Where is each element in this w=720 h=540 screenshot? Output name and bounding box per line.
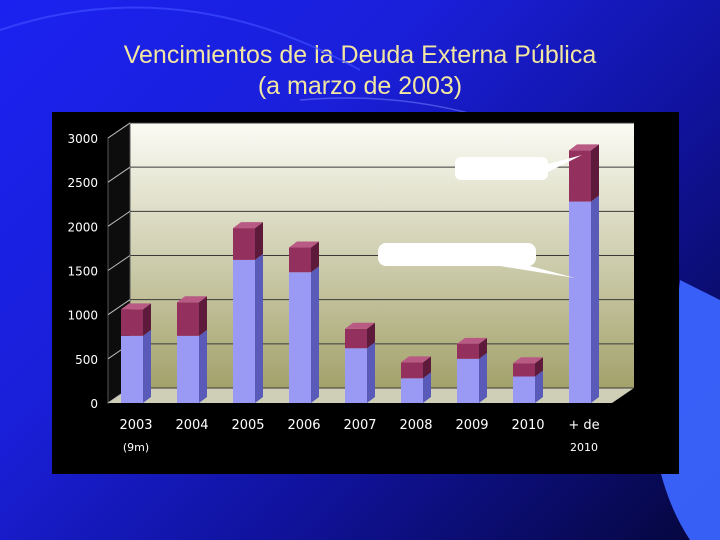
bar-lower-segment-front [345,348,367,403]
callout-rect [455,157,548,180]
bar-upper-segment-side [199,296,207,336]
bar-lower-segment-side [479,352,487,403]
bar-lower-segment-front [401,378,423,403]
bar-upper-segment-side [143,303,151,336]
bar-upper-segment-front [121,309,143,336]
bar-upper-segment-side [367,322,375,349]
bar-upper-segment [569,144,599,202]
bar-lower-segment [233,253,263,403]
y-tick-label: 1000 [67,309,98,323]
bar-lower-segment [457,352,487,403]
x-tick-label: 2007 [343,418,376,433]
bar-upper-segment [457,337,487,359]
bar-lower-segment-front [569,201,591,403]
callout-pointer [548,155,582,172]
bar-top-face [569,144,599,151]
x-tick-label: 2010 [511,418,544,433]
bar-lower-segment [289,266,319,403]
gridline-side [107,255,131,271]
bar-upper-segment-side [591,144,599,202]
y-tick-label: 500 [75,353,98,367]
bar-lower-segment-front [513,376,535,403]
bar-upper-segment [121,303,151,336]
bar-top-face [457,337,487,344]
x-tick-label: 2006 [287,418,320,433]
x-tick-label: 2008 [399,418,432,433]
bar-lower-segment [345,342,375,403]
gridline-side [107,299,131,316]
bar-upper-segment-front [289,247,311,273]
bar-lower-segment-side [255,253,263,403]
bar-top-face [177,296,207,303]
callout-box [455,155,582,180]
gridline-side [107,166,131,183]
bar-upper-segment-front [513,363,535,377]
callout-box [378,243,575,278]
x-tick-label: 2009 [455,418,488,433]
bar-lower-segment [121,329,151,403]
y-tick-label: 1500 [67,265,98,279]
x-tick-label: (9m) [123,441,149,454]
bar-upper-segment-side [423,356,431,379]
bar-upper-segment [177,296,207,336]
bar-upper-segment [513,357,543,377]
x-tick-label: + de [568,418,599,433]
bar-lower-segment-front [121,335,143,403]
x-tick-label: 2004 [175,418,208,433]
bar-lower-segment-side [199,329,207,403]
bar-upper-segment-side [255,222,263,260]
callout-rect [378,243,536,266]
bar-lower-segment-side [535,370,543,403]
bar-upper-segment-front [457,343,479,359]
bar-upper-segment-side [479,337,487,359]
slide-title-line-2: (a marzo de 2003) [257,72,463,100]
bar-lower-segment-side [367,342,375,403]
bar-top-face [233,222,263,229]
x-tick-label: 2010 [570,441,598,454]
bar-lower-segment-front [177,335,199,403]
bar-upper-segment-side [311,241,319,273]
bar-lower-segment-side [311,266,319,403]
gridline-side [107,122,131,139]
y-tick-label: 2000 [67,220,98,234]
bar-lower-segment [569,195,599,403]
bar-upper-segment [233,222,263,260]
bar-upper-segment-front [345,328,367,349]
y-tick-label: 0 [90,397,98,411]
bar-upper-segment-front [177,302,199,336]
bar-lower-segment [513,370,543,403]
bar-lower-segment-front [289,272,311,403]
bar-upper-segment-front [401,362,423,379]
x-tick-label: 2005 [231,418,264,433]
bar-lower-segment [177,329,207,403]
bar-upper-segment [401,356,431,379]
bar-upper-segment [289,241,319,273]
bar-lower-segment-side [591,195,599,403]
bar-top-face [513,357,543,364]
bar-top-face [401,356,431,363]
bar-top-face [121,303,151,310]
bar-lower-segment-side [143,329,151,403]
bar-upper-segment-front [569,150,591,202]
y-tick-label: 2500 [67,176,98,190]
x-tick-label: 2003 [119,418,152,433]
bar-upper-segment [345,322,375,349]
bar-upper-segment-side [535,357,543,377]
bar-top-face [345,322,375,329]
bar-lower-segment-side [423,372,431,403]
bar-top-face [289,241,319,248]
gridline-side [107,210,131,227]
bar-lower-segment-front [457,358,479,403]
bar-lower-segment [401,372,431,403]
bar-lower-segment-front [233,259,255,403]
bar-upper-segment-front [233,228,255,260]
y-tick-label: 3000 [67,132,98,146]
